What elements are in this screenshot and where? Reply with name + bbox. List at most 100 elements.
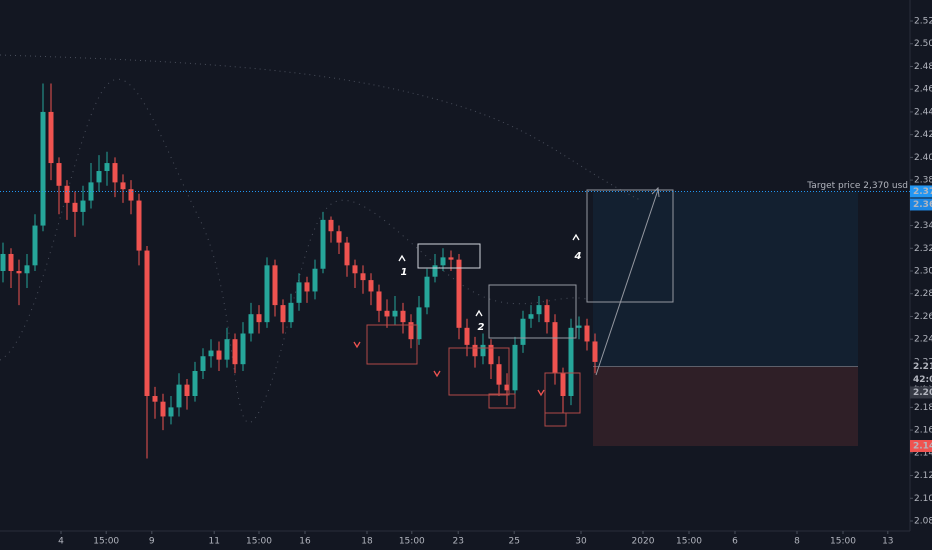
- candle-body: [584, 325, 590, 342]
- candle-body: [592, 341, 598, 362]
- candle-body: [136, 200, 142, 251]
- candle-body: [440, 257, 446, 266]
- x-tick-label: 4: [58, 537, 64, 547]
- candle-body: [168, 407, 174, 417]
- y-tick-label: 2.480: [914, 62, 932, 72]
- y-tick-label: 2.140: [914, 448, 932, 458]
- candle-body: [416, 307, 422, 340]
- y-tick-label: 2.440: [914, 107, 932, 117]
- y-tick-label: 2.380: [914, 176, 932, 186]
- price-label: 2.146: [913, 442, 932, 452]
- y-tick-label: 2.400: [914, 153, 932, 163]
- arrow-head: [651, 186, 660, 198]
- down-marker: [353, 341, 361, 349]
- countdown: 42:01: [913, 375, 932, 385]
- countdown-box: [910, 373, 932, 386]
- candle-body: [568, 327, 574, 397]
- candle-body: [320, 219, 326, 269]
- x-tick-label: 15:00: [830, 537, 856, 547]
- candle-body: [304, 282, 310, 292]
- box: [544, 412, 567, 427]
- candle-body: [360, 273, 366, 281]
- y-tick-label: 2.300: [914, 267, 932, 277]
- candle-body: [456, 259, 462, 328]
- price-label: 2.370: [913, 187, 932, 197]
- candle-body: [144, 250, 150, 397]
- candle-body: [16, 271, 22, 274]
- candle-body: [432, 265, 438, 277]
- candle-body: [528, 314, 534, 319]
- candle-body: [560, 373, 566, 397]
- candle-body: [504, 384, 510, 391]
- candle-body: [224, 339, 230, 360]
- y-tick-label: 2.180: [914, 403, 932, 413]
- price-label-box: [910, 185, 932, 198]
- candle-body: [160, 401, 166, 417]
- candle-body: [232, 339, 238, 365]
- candle-body: [576, 325, 582, 328]
- candle-body: [184, 384, 190, 397]
- x-tick-label: 8: [794, 537, 800, 547]
- box: [417, 243, 481, 269]
- arrow: [595, 189, 659, 376]
- annotation: 1: [401, 267, 408, 278]
- box: [586, 189, 674, 303]
- price-label-box: [910, 440, 932, 453]
- candle-body: [448, 257, 454, 260]
- y-tick-label: 2.500: [914, 39, 932, 49]
- position-layer: [593, 191, 858, 447]
- candle-body: [336, 231, 342, 243]
- y-tick-label: 2.120: [914, 471, 932, 481]
- up-marker: [475, 309, 483, 317]
- candle-body: [280, 305, 286, 323]
- candle-body: [488, 344, 494, 365]
- candle-body: [496, 364, 502, 385]
- x-tick-label: 15:00: [246, 537, 272, 547]
- down-marker: [537, 389, 545, 397]
- candle-body: [64, 185, 70, 203]
- x-tick-label: 30: [575, 537, 587, 547]
- candle-body: [552, 322, 558, 374]
- candle-body: [392, 310, 398, 317]
- box: [366, 324, 418, 365]
- candle-body: [80, 200, 86, 212]
- candle-body: [272, 265, 278, 306]
- candle-body: [264, 265, 270, 323]
- up-marker: [398, 254, 406, 262]
- candle-body: [112, 163, 118, 183]
- candle-body: [296, 282, 302, 303]
- candle-body: [8, 253, 14, 272]
- candle-body: [40, 111, 46, 226]
- x-tick-label: 23: [452, 537, 463, 547]
- candle-body: [48, 111, 54, 164]
- candle-body: [152, 396, 158, 402]
- candle-body: [512, 344, 518, 391]
- price-label-box: [910, 386, 932, 399]
- x-tick-label: 15:00: [676, 537, 702, 547]
- candle-body: [72, 202, 78, 212]
- y-tick-label: 2.080: [914, 517, 932, 527]
- price-label-box: [910, 360, 932, 373]
- y-tick-label: 2.100: [914, 494, 932, 504]
- y-tick-label: 2.160: [914, 426, 932, 436]
- candle-body: [328, 219, 334, 232]
- candle-body: [464, 327, 470, 345]
- x-tick-label: 15:00: [93, 537, 119, 547]
- candle-body: [0, 253, 6, 272]
- candle-body: [368, 280, 374, 292]
- target-label: Target price 2,370 usd: [806, 181, 908, 191]
- candle-body: [520, 318, 526, 345]
- y-tick-label: 2.460: [914, 85, 932, 95]
- candle-body: [408, 322, 414, 340]
- candle-body: [24, 265, 30, 274]
- up-marker: [572, 233, 580, 241]
- y-tick-label: 2.340: [914, 221, 932, 231]
- candle-body: [200, 356, 206, 372]
- x-tick-label: 2020: [632, 537, 655, 547]
- y-tick-label: 2.420: [914, 130, 932, 140]
- candle-body: [96, 171, 102, 183]
- candle-body: [544, 305, 550, 323]
- candle-body: [376, 291, 382, 311]
- candle-body: [216, 350, 222, 360]
